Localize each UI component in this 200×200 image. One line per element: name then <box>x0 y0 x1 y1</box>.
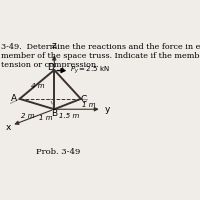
Text: $P_y = 2.5$ kN: $P_y = 2.5$ kN <box>70 65 110 76</box>
Text: 1 m: 1 m <box>82 102 96 108</box>
Text: 1.5 m: 1.5 m <box>59 113 79 119</box>
Text: A: A <box>11 94 17 103</box>
Text: Prob. 3-49: Prob. 3-49 <box>36 148 80 156</box>
Text: 1 m: 1 m <box>39 115 53 121</box>
Text: 3-49.  Determine the reactions and the force in each
member of the space truss. : 3-49. Determine the reactions and the fo… <box>1 43 200 69</box>
Text: z: z <box>52 41 57 50</box>
Text: y: y <box>105 105 110 114</box>
Text: C: C <box>80 96 86 104</box>
Text: 2 m: 2 m <box>21 113 35 119</box>
Text: 4 m: 4 m <box>31 83 45 89</box>
Text: x: x <box>5 123 11 132</box>
Text: B: B <box>51 109 57 118</box>
Text: D: D <box>47 63 54 72</box>
